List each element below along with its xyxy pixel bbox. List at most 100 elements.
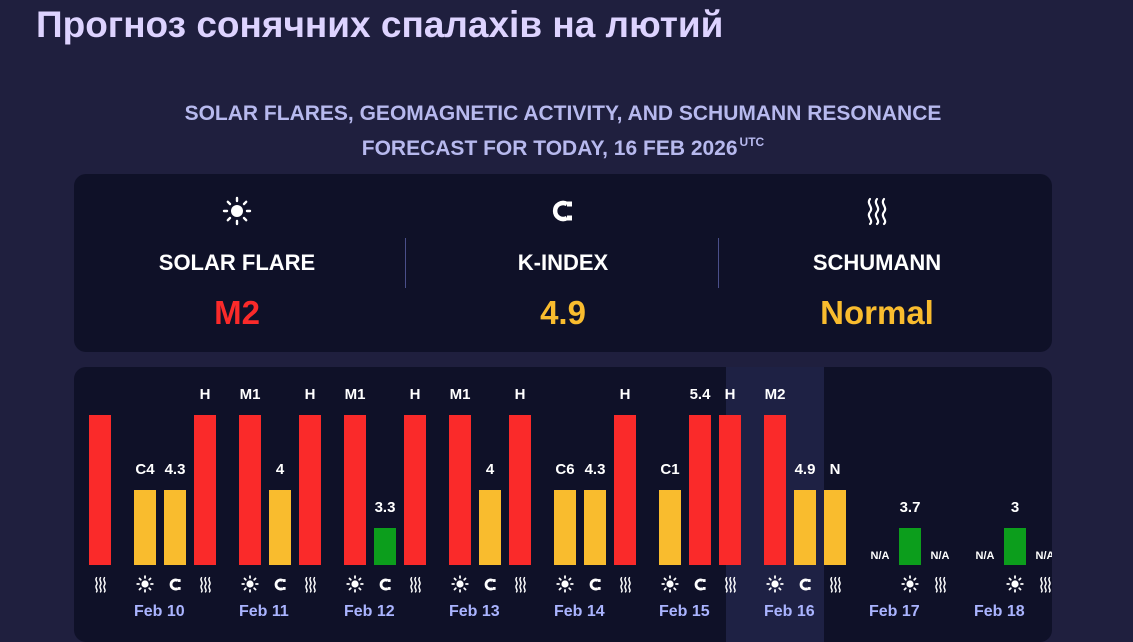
waves-icon	[714, 196, 1040, 226]
k-index-label: 4.9	[794, 461, 816, 478]
sun-icon	[134, 575, 156, 593]
schumann-bar	[404, 415, 426, 565]
waves-icon	[719, 575, 741, 593]
schumann-bar	[194, 415, 216, 565]
magnet-icon	[269, 575, 291, 593]
schumann-bar	[509, 415, 531, 565]
solar-flare-label: M1	[239, 386, 261, 403]
k-index-label: 3.7	[899, 499, 921, 516]
subtitle-line-2: FORECAST FOR TODAY, 16 FEB 2026	[361, 137, 738, 160]
schumann-label: H	[409, 386, 421, 403]
sun-icon	[659, 575, 681, 593]
magnet-icon	[794, 575, 816, 593]
date-label: Feb 14	[554, 603, 605, 620]
k-index-bar	[479, 490, 501, 565]
k-index-label: 4.3	[164, 461, 186, 478]
schumann-label: H	[619, 386, 631, 403]
k-index-summary: K-INDEX 4.9	[400, 174, 726, 352]
magnet-icon	[374, 575, 396, 593]
solar-flare-bar	[764, 415, 786, 565]
magnet-icon	[164, 575, 186, 593]
k-index-bar	[584, 490, 606, 565]
date-label: Feb 17	[869, 603, 920, 620]
sun-icon	[554, 575, 576, 593]
k-index-bar	[899, 528, 921, 565]
page-title: Прогноз сонячних спалахів на лютий	[36, 4, 724, 45]
schumann-label: H	[199, 386, 211, 403]
k-index-bar	[689, 415, 711, 565]
waves-icon	[299, 575, 321, 593]
k-index-bar	[1004, 528, 1026, 565]
k-index-bar	[269, 490, 291, 565]
waves-icon	[614, 575, 636, 593]
date-label: Feb 13	[449, 603, 500, 620]
sun-icon	[239, 575, 261, 593]
solar-flare-label: C6	[555, 461, 575, 478]
solar-flare-bar	[134, 490, 156, 565]
schumann-bar	[824, 490, 846, 565]
schumann-label: H	[724, 386, 736, 403]
k-index-label: 4	[275, 461, 285, 478]
divider	[718, 238, 719, 288]
waves-icon	[89, 575, 111, 593]
waves-icon	[194, 575, 216, 593]
k-index-bar	[164, 490, 186, 565]
solar-flare-bar	[344, 415, 366, 565]
k-index-label: 4	[485, 461, 495, 478]
timezone-label: UTC	[739, 135, 765, 149]
solar-flare-label: N/A	[870, 550, 890, 562]
schumann-bar	[299, 415, 321, 565]
date-label: Feb 15	[659, 603, 710, 620]
sun-icon	[344, 575, 366, 593]
subtitle-line-1: SOLAR FLARES, GEOMAGNETIC ACTIVITY, AND …	[184, 102, 942, 125]
schumann-label: SCHUMANN	[812, 250, 942, 275]
magnet-icon	[479, 575, 501, 593]
schumann-bar	[719, 415, 741, 565]
schumann-label: H	[514, 386, 526, 403]
forecast-subtitle: SOLAR FLARES, GEOMAGNETIC ACTIVITY, AND …	[0, 99, 1126, 163]
solar-flare-label: N/A	[975, 550, 995, 562]
schumann-label: N/A	[930, 550, 950, 562]
sun-icon	[449, 575, 471, 593]
k-index-value: 4.9	[540, 294, 586, 331]
divider	[405, 238, 406, 288]
k-index-bar	[794, 490, 816, 565]
sun-icon	[899, 575, 921, 593]
solar-flare-value: M2	[214, 294, 260, 331]
magnet-icon	[584, 575, 606, 593]
date-label: Feb 10	[134, 603, 185, 620]
k-index-label: 4.3	[584, 461, 606, 478]
k-index-bar	[374, 528, 396, 565]
k-index-label: 5.4	[689, 386, 711, 403]
schumann-summary: SCHUMANN Normal	[714, 174, 1040, 352]
waves-icon	[404, 575, 426, 593]
solar-flare-label: SOLAR FLARE	[158, 250, 316, 275]
waves-icon	[1034, 575, 1052, 593]
solar-flare-label: C1	[660, 461, 680, 478]
sun-icon	[764, 575, 786, 593]
solar-flare-bar	[659, 490, 681, 565]
k-index-label: K-INDEX	[517, 250, 609, 275]
schumann-label: N/A	[1035, 550, 1052, 562]
solar-flare-summary: SOLAR FLARE M2	[74, 174, 400, 352]
date-label: Feb 12	[344, 603, 395, 620]
k-index-label: 3	[1010, 499, 1020, 516]
solar-flare-bar	[554, 490, 576, 565]
today-summary-card: SOLAR FLARE M2 K-INDEX 4.9 SCHUMANN Norm…	[74, 174, 1052, 352]
k-index-label: 3.3	[374, 499, 396, 516]
schumann-bar	[614, 415, 636, 565]
date-label: Feb 11	[239, 603, 289, 620]
magnet-icon	[400, 196, 726, 226]
schumann-label: N	[829, 461, 841, 478]
schumann-label: H	[304, 386, 316, 403]
schumann-bar	[89, 415, 111, 565]
solar-flare-label: C4	[135, 461, 155, 478]
sun-icon	[1004, 575, 1026, 593]
solar-flare-label: M1	[449, 386, 471, 403]
waves-icon	[929, 575, 951, 593]
date-label: Feb 16	[764, 603, 815, 620]
schumann-value: Normal	[820, 294, 934, 331]
waves-icon	[824, 575, 846, 593]
solar-flare-label: M2	[764, 386, 786, 403]
